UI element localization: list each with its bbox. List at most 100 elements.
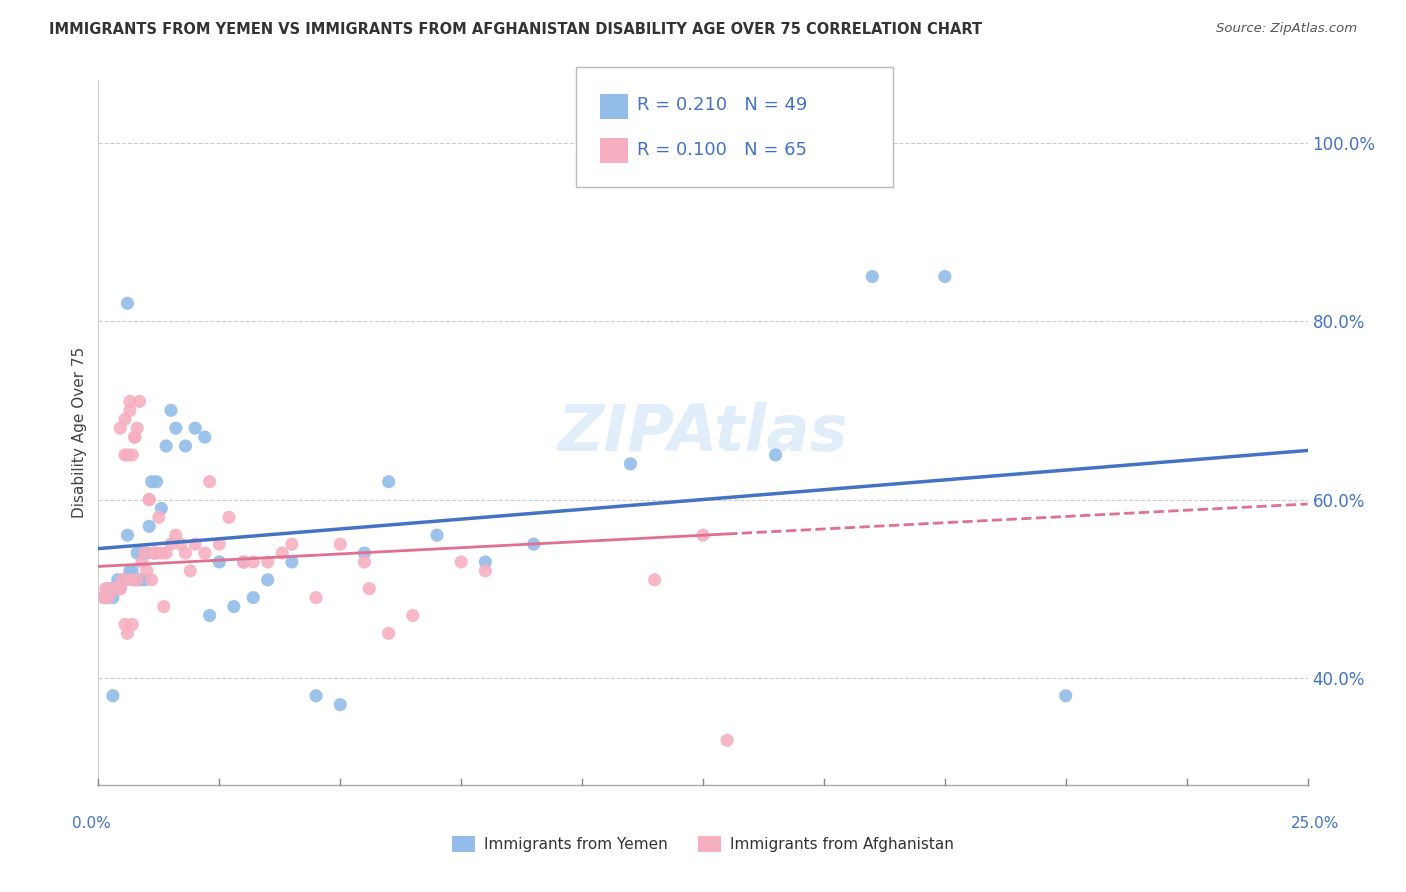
Point: [305, 591, 328, 605]
Point: [114, 617, 136, 632]
Point: [194, 546, 217, 560]
Point: [124, 430, 146, 444]
Point: [117, 296, 139, 310]
Point: [131, 555, 153, 569]
Text: IMMIGRANTS FROM YEMEN VS IMMIGRANTS FROM AFGHANISTAN DISABILITY AGE OVER 75 CORR: IMMIGRANTS FROM YEMEN VS IMMIGRANTS FROM…: [49, 22, 983, 37]
Point: [165, 421, 187, 435]
Y-axis label: Disability Age Over 75: Disability Age Over 75: [72, 347, 87, 518]
Point: [281, 537, 304, 551]
Text: 0.0%: 0.0%: [72, 816, 111, 831]
Point: [353, 555, 375, 569]
Point: [118, 394, 141, 409]
Point: [128, 394, 150, 409]
Point: [232, 555, 254, 569]
Point: [145, 546, 167, 560]
Point: [198, 475, 221, 489]
Point: [141, 475, 163, 489]
Text: Source: ZipAtlas.com: Source: ZipAtlas.com: [1216, 22, 1357, 36]
Point: [184, 421, 207, 435]
Point: [329, 698, 352, 712]
Point: [117, 573, 139, 587]
Point: [402, 608, 425, 623]
Point: [523, 537, 546, 551]
Point: [353, 546, 375, 560]
Point: [152, 599, 174, 614]
Point: [108, 582, 131, 596]
Point: [281, 555, 304, 569]
Point: [208, 537, 231, 551]
Point: [135, 564, 157, 578]
Point: [474, 564, 496, 578]
Point: [194, 430, 217, 444]
Point: [1054, 689, 1077, 703]
Point: [101, 582, 124, 596]
Point: [117, 626, 139, 640]
Point: [134, 546, 156, 560]
Point: [150, 546, 173, 560]
Point: [97, 582, 120, 596]
Point: [150, 501, 173, 516]
Point: [179, 564, 201, 578]
Point: [100, 582, 122, 596]
Point: [934, 269, 956, 284]
Point: [474, 555, 496, 569]
Text: ZIPAtlas: ZIPAtlas: [558, 401, 848, 464]
Point: [143, 546, 166, 560]
Point: [91, 591, 114, 605]
Point: [124, 430, 146, 444]
Point: [114, 448, 136, 462]
Point: [692, 528, 714, 542]
Point: [121, 573, 143, 587]
Point: [100, 582, 122, 596]
Point: [108, 421, 131, 435]
Point: [117, 528, 139, 542]
Point: [121, 617, 143, 632]
Point: [145, 475, 167, 489]
Point: [108, 582, 131, 596]
Point: [111, 573, 134, 587]
Point: [117, 448, 139, 462]
Point: [135, 546, 157, 560]
Point: [716, 733, 738, 747]
Point: [104, 582, 127, 596]
Point: [138, 492, 160, 507]
Point: [127, 421, 149, 435]
Point: [169, 537, 191, 551]
Point: [218, 510, 240, 524]
Text: 25.0%: 25.0%: [1291, 816, 1339, 831]
Point: [118, 403, 141, 417]
Point: [305, 689, 328, 703]
Point: [101, 591, 124, 605]
Point: [377, 626, 399, 640]
Point: [104, 582, 127, 596]
Point: [174, 546, 197, 560]
Text: R = 0.210   N = 49: R = 0.210 N = 49: [637, 96, 807, 114]
Point: [208, 555, 231, 569]
Point: [450, 555, 472, 569]
Point: [329, 537, 352, 551]
Point: [111, 573, 134, 587]
Point: [134, 573, 156, 587]
Point: [644, 573, 666, 587]
Legend: Immigrants from Yemen, Immigrants from Afghanistan: Immigrants from Yemen, Immigrants from A…: [446, 830, 960, 858]
Point: [97, 591, 120, 605]
Point: [174, 439, 197, 453]
Point: [94, 582, 117, 596]
Point: [198, 608, 221, 623]
Point: [101, 689, 124, 703]
Point: [143, 546, 166, 560]
Point: [160, 403, 183, 417]
Point: [94, 591, 117, 605]
Point: [155, 439, 177, 453]
Point: [155, 546, 177, 560]
Point: [359, 582, 381, 596]
Point: [426, 528, 449, 542]
Point: [232, 555, 254, 569]
Point: [141, 573, 163, 587]
Point: [131, 546, 153, 560]
Point: [165, 528, 187, 542]
Point: [619, 457, 641, 471]
Point: [765, 448, 787, 462]
Point: [114, 573, 136, 587]
Point: [127, 546, 149, 560]
